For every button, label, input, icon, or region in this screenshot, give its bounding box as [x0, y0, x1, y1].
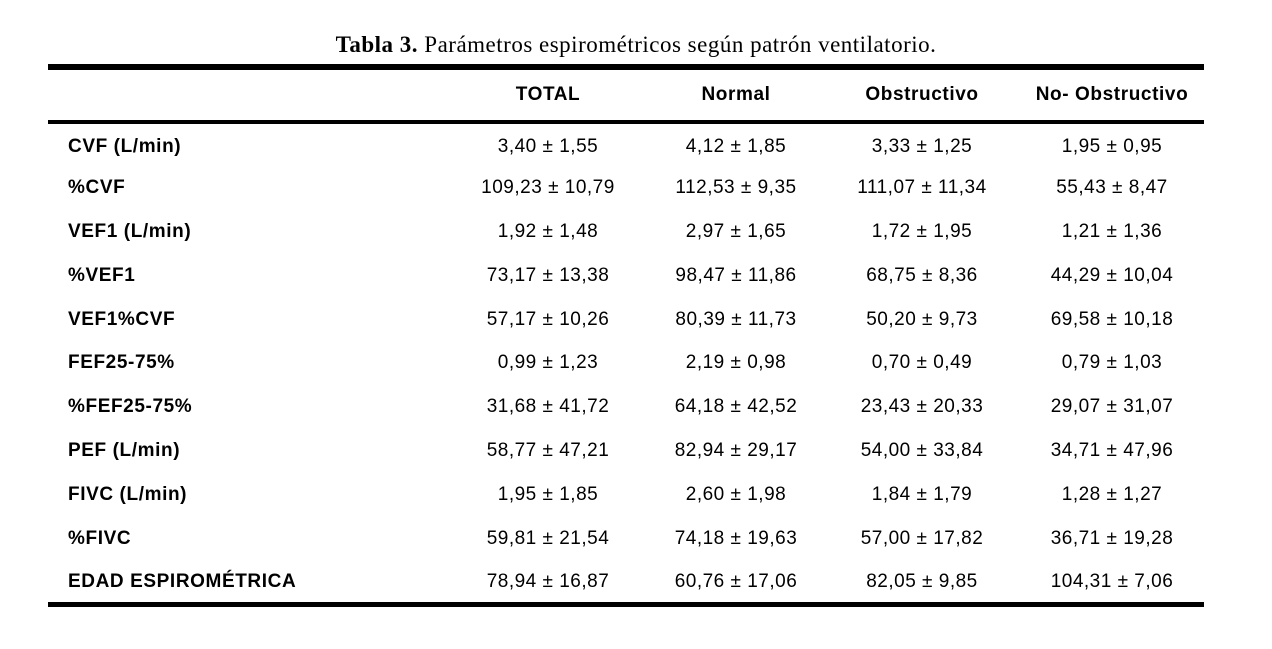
row-label: VEF1 (L/min): [68, 220, 192, 242]
no-obstructivo-cell: 44,29 ± 10,04: [1050, 264, 1174, 286]
table-row: %FIVC 59,81 ± 21,54 74,18 ± 19,63 57,00 ± 1…: [48, 517, 1204, 561]
normal-cell: 60,76 ± 17,06: [674, 570, 798, 592]
total-cell: 1,92 ± 1,48: [497, 220, 599, 242]
normal-cell: 2,60 ± 1,98: [685, 484, 787, 506]
row-label: PEF (L/min): [68, 440, 181, 462]
row-label: %VEF1: [68, 264, 136, 286]
no-obstructivo-cell: 1,21 ± 1,36: [1061, 220, 1163, 242]
normal-cell: 2,19 ± 0,98: [685, 352, 787, 374]
normal-cell: 98,47 ± 11,86: [675, 264, 797, 286]
table-row: %FEF25-75% 31,68 ± 41,72 64,18 ± 42,52 23,4…: [48, 385, 1204, 429]
total-cell: 1,95 ± 1,85: [497, 484, 599, 506]
header-row: TOTAL Normal Obstructivo No- Obstructivo: [48, 67, 1204, 122]
spirometry-table: TOTAL Normal Obstructivo No- Obstructivo…: [48, 64, 1204, 607]
obstructivo-cell: 68,75 ± 8,36: [866, 264, 978, 286]
total-cell: 59,81 ± 21,54: [486, 527, 610, 549]
row-label: CVF (L/min): [68, 135, 182, 157]
obstructivo-cell: 23,43 ± 20,33: [860, 396, 984, 418]
table-row: FIVC (L/min) 1,95 ± 1,85 2,60 ± 1,98 1,84 ±…: [48, 473, 1204, 517]
row-label: %FIVC: [68, 527, 132, 549]
normal-cell: 64,18 ± 42,52: [674, 396, 798, 418]
no-obstructivo-cell: 34,71 ± 47,96: [1050, 440, 1174, 462]
row-label: %CVF: [68, 176, 126, 198]
normal-cell: 82,94 ± 29,17: [674, 440, 798, 462]
row-label: EDAD ESPIROMÉTRICA: [68, 570, 297, 592]
normal-cell: 2,97 ± 1,65: [685, 220, 787, 242]
obstructivo-cell: 50,20 ± 9,73: [866, 308, 978, 330]
total-cell: 109,23 ± 10,79: [481, 176, 615, 198]
obstructivo-cell: 57,00 ± 17,82: [860, 527, 984, 549]
no-obstructivo-cell: 36,71 ± 19,28: [1050, 527, 1174, 549]
row-label: FIVC (L/min): [68, 484, 188, 506]
no-obstructivo-cell: 55,43 ± 8,47: [1056, 176, 1168, 198]
total-cell: 78,94 ± 16,87: [486, 570, 610, 592]
no-obstructivo-cell: 29,07 ± 31,07: [1050, 396, 1174, 418]
obstructivo-cell: 1,72 ± 1,95: [871, 220, 973, 242]
obstructivo-cell: 1,84 ± 1,79: [871, 484, 973, 506]
table-header: TOTAL Normal Obstructivo No- Obstructivo: [48, 67, 1204, 122]
no-obstructivo-cell: 1,28 ± 1,27: [1061, 484, 1163, 506]
no-obstructivo-cell: 69,58 ± 10,18: [1050, 308, 1174, 330]
obstructivo-cell: 82,05 ± 9,85: [866, 570, 978, 592]
total-cell: 3,40 ± 1,55: [497, 135, 599, 157]
normal-cell: 112,53 ± 9,35: [675, 176, 797, 198]
total-cell: 31,68 ± 41,72: [486, 396, 610, 418]
row-label: FEF25-75%: [68, 352, 175, 374]
table-caption: Tabla 3. Parámetros espirométricos según…: [0, 32, 1272, 58]
total-cell: 57,17 ± 10,26: [486, 308, 610, 330]
header-obstructivo: Obstructivo: [865, 84, 979, 105]
obstructivo-cell: 54,00 ± 33,84: [860, 440, 984, 462]
header-total: TOTAL: [515, 84, 581, 105]
normal-cell: 4,12 ± 1,85: [685, 135, 787, 157]
table-row: EDAD ESPIROMÉTRICA 78,94 ± 16,87 60,76 ± 1…: [48, 561, 1204, 605]
header-label-cell: [48, 67, 448, 122]
table-row: VEF1%CVF 57,17 ± 10,26 80,39 ± 11,73 50,20 …: [48, 298, 1204, 342]
no-obstructivo-cell: 1,95 ± 0,95: [1061, 135, 1163, 157]
header-normal: Normal: [701, 84, 771, 105]
no-obstructivo-cell: 0,79 ± 1,03: [1061, 352, 1163, 374]
no-obstructivo-cell: 104,31 ± 7,06: [1050, 570, 1174, 592]
total-cell: 58,77 ± 47,21: [486, 440, 610, 462]
normal-cell: 80,39 ± 11,73: [675, 308, 797, 330]
obstructivo-cell: 3,33 ± 1,25: [871, 135, 973, 157]
total-cell: 0,99 ± 1,23: [497, 352, 599, 374]
header-no-obstructivo: No- Obstructivo: [1035, 84, 1189, 105]
table-row: CVF (L/min) 3,40 ± 1,55 4,12 ± 1,85 3,33 ± …: [48, 122, 1204, 166]
table-row: FEF25-75% 0,99 ± 1,23 2,19 ± 0,98 0,70 ± 0,…: [48, 341, 1204, 385]
row-label: VEF1%CVF: [68, 308, 176, 330]
total-cell: 73,17 ± 13,38: [486, 264, 610, 286]
table-row: VEF1 (L/min) 1,92 ± 1,48 2,97 ± 1,65 1,72 ±…: [48, 210, 1204, 254]
table-body: CVF (L/min) 3,40 ± 1,55 4,12 ± 1,85 3,33 ± …: [48, 122, 1204, 605]
table-caption-label: Tabla 3.: [335, 32, 419, 57]
table-row: %VEF1 73,17 ± 13,38 98,47 ± 11,86 68,75 ± 8…: [48, 254, 1204, 298]
table-caption-text: Parámetros espirométricos según patrón v…: [424, 32, 937, 57]
table-row: PEF (L/min) 58,77 ± 47,21 82,94 ± 29,17 54,…: [48, 429, 1204, 473]
table-row: %CVF 109,23 ± 10,79 112,53 ± 9,35 111,07 ± …: [48, 166, 1204, 210]
obstructivo-cell: 0,70 ± 0,49: [871, 352, 973, 374]
spirometry-table-container: TOTAL Normal Obstructivo No- Obstructivo…: [48, 64, 1204, 607]
obstructivo-cell: 111,07 ± 11,34: [857, 176, 987, 198]
row-label: %FEF25-75%: [68, 396, 193, 418]
normal-cell: 74,18 ± 19,63: [674, 527, 798, 549]
